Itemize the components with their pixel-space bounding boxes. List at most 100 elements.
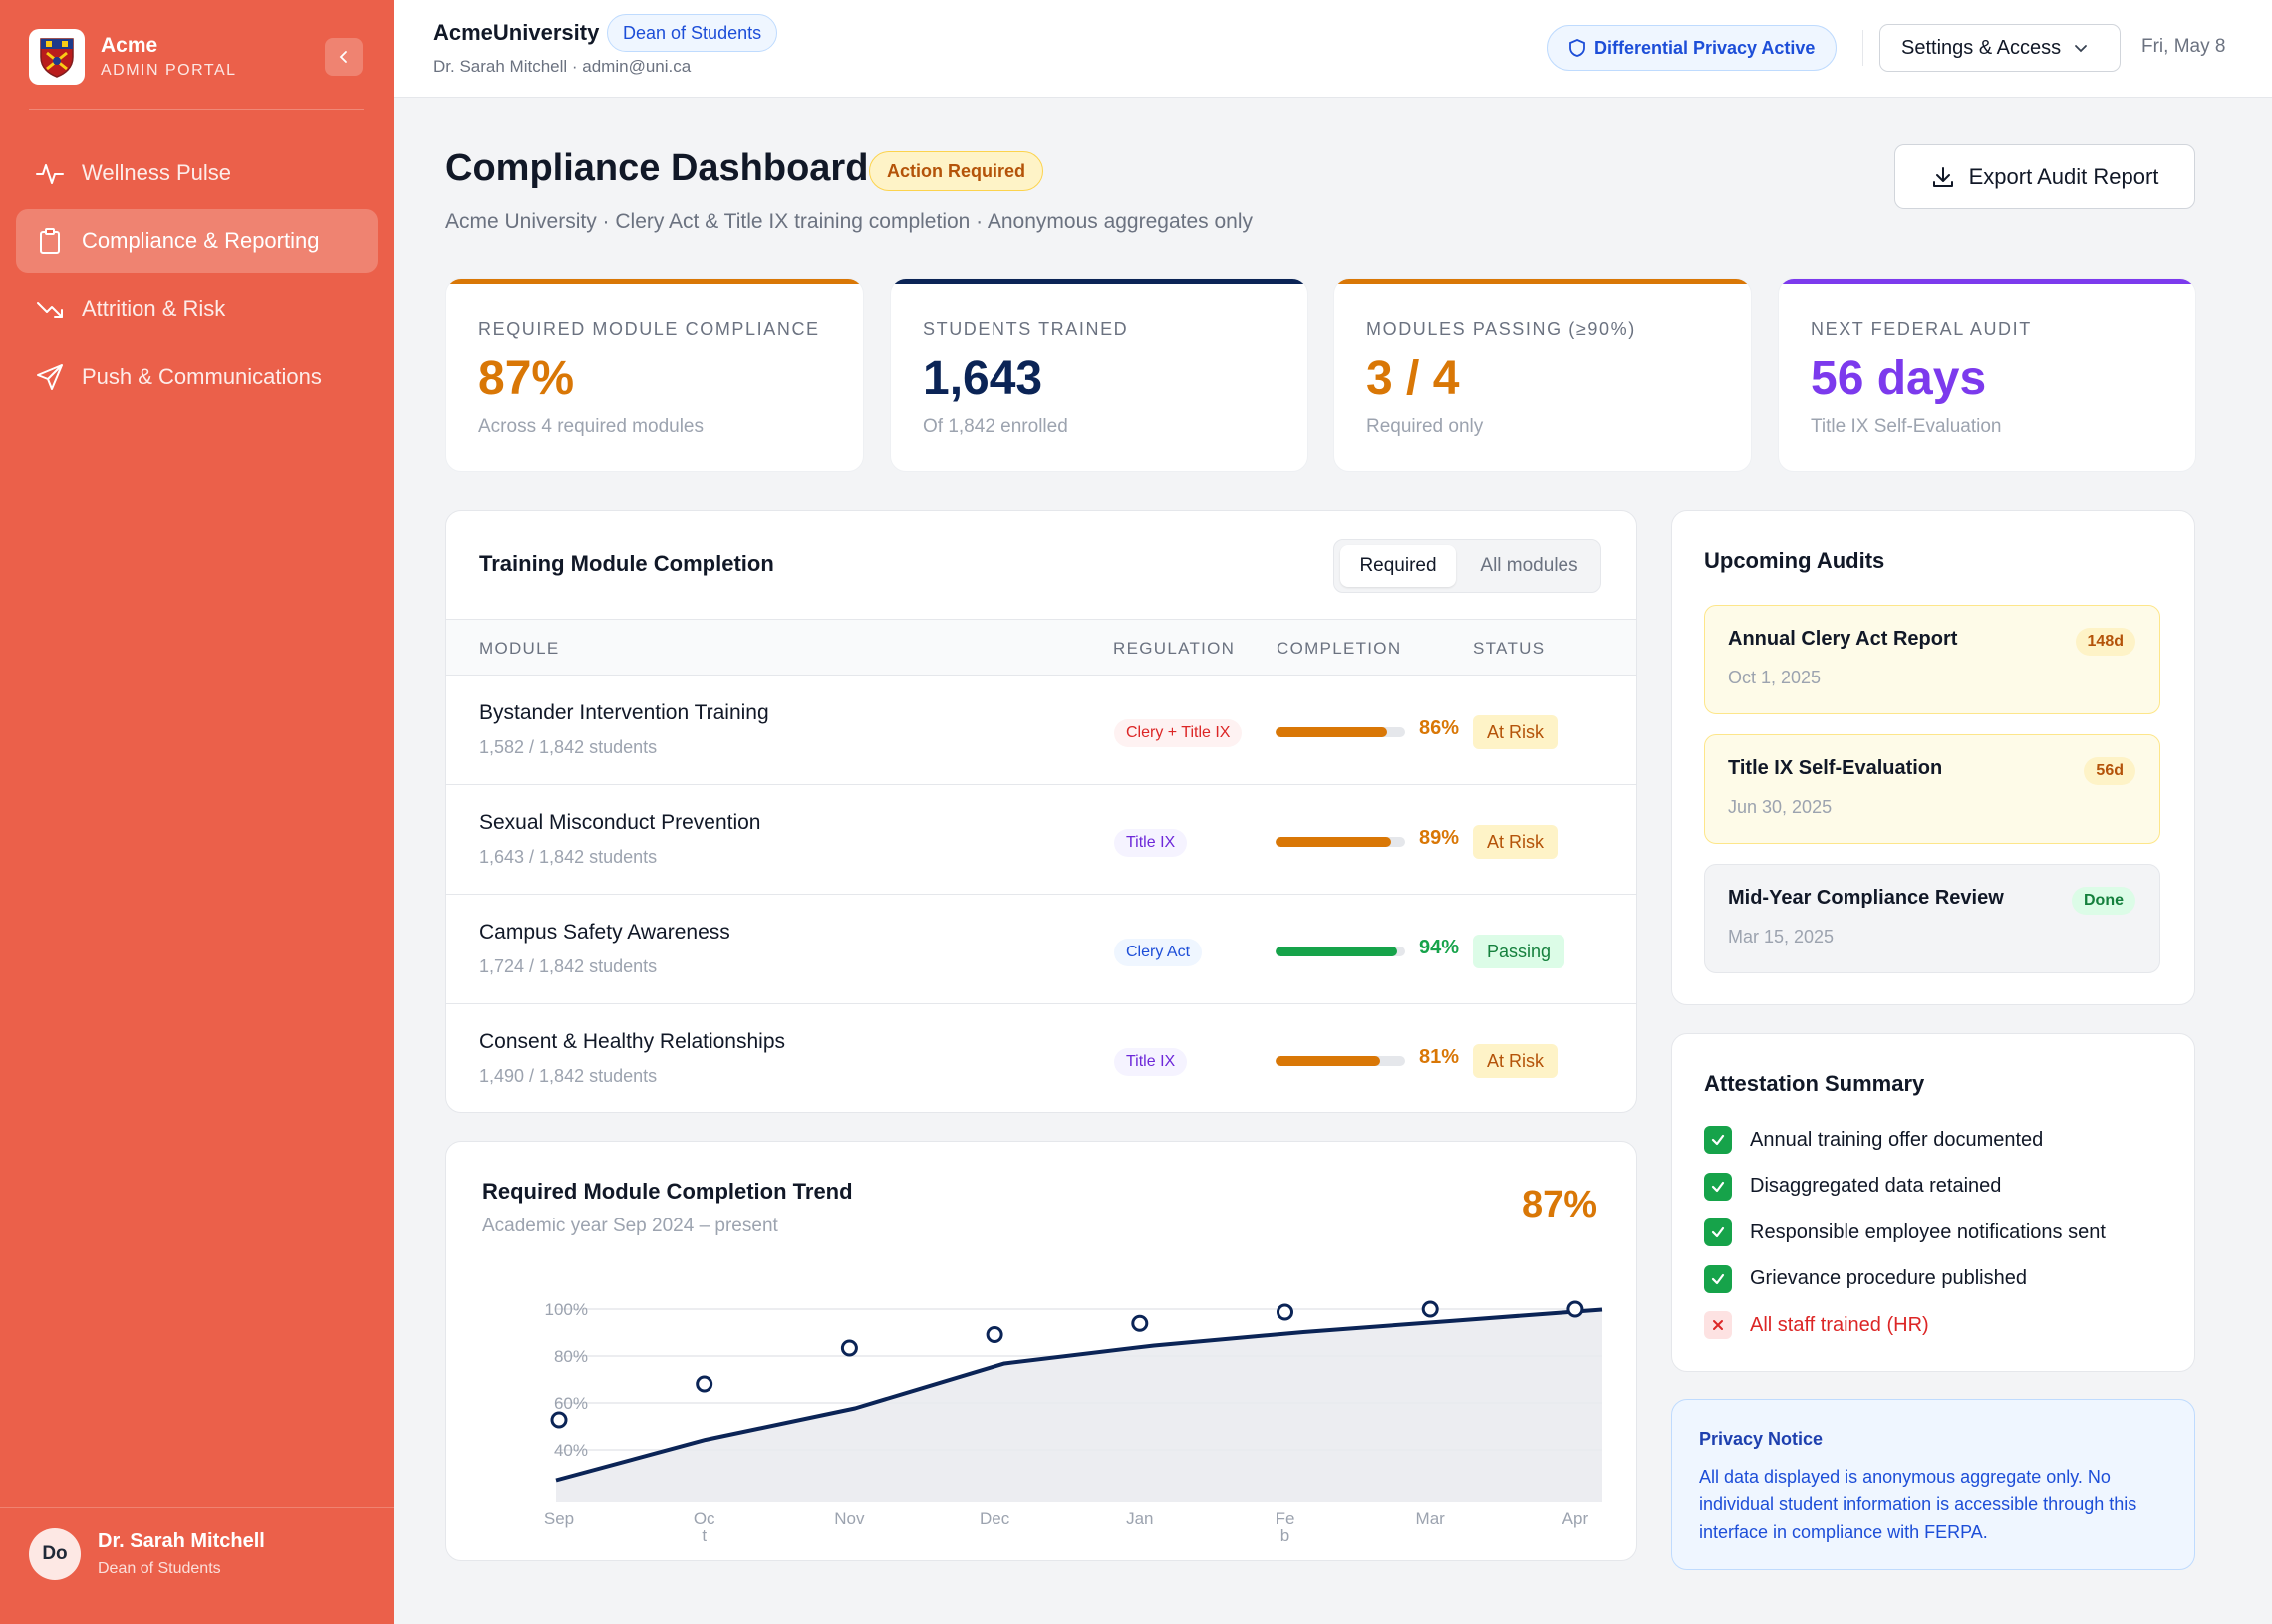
regulation-badge: Clery Act (1114, 939, 1203, 966)
module-name: Sexual Misconduct Prevention (479, 811, 761, 834)
kpi-subtext: Across 4 required modules (478, 416, 704, 437)
trending-down-icon (34, 293, 66, 325)
sidebar-user[interactable]: Do Dr. Sarah Mitchell Dean of Students (0, 1507, 394, 1624)
brand[interactable]: Acme ADMIN PORTAL (29, 29, 237, 85)
module-name: Campus Safety Awareness (479, 921, 730, 944)
area-fill (556, 1309, 1602, 1502)
sidebar-item-compliance-reporting[interactable]: Compliance & Reporting (16, 209, 378, 273)
table-row[interactable]: Sexual Misconduct Prevention 1,643 / 1,84… (446, 785, 1636, 895)
x-tick-label-part: b (1280, 1526, 1289, 1545)
kpi-accent-bar (1779, 279, 2195, 284)
status-badge: Passing (1473, 935, 1565, 968)
audit-days-badge: 56d (2084, 757, 2135, 785)
column-header-completion: COMPLETION (1277, 639, 1402, 658)
attestation-summary-card: Attestation Summary Annual training offe… (1671, 1033, 2195, 1372)
attestation-item: Disaggregated data retained (1704, 1172, 2001, 1202)
privacy-notice-body: All data displayed is anonymous aggregat… (1699, 1467, 2137, 1542)
data-point (1566, 1300, 1584, 1318)
card-title: Training Module Completion (479, 551, 774, 576)
check-icon (1704, 1264, 1732, 1293)
regulation-badge: Clery + Title IX (1114, 719, 1243, 747)
collapse-sidebar-button[interactable] (325, 38, 363, 76)
sidebar-item-attrition-risk[interactable]: Attrition & Risk (16, 277, 378, 341)
kpi-subtext: Title IX Self-Evaluation (1811, 416, 2002, 437)
kpi-accent-bar (891, 279, 1307, 284)
card-title: Required Module Completion Trend (482, 1179, 853, 1204)
x-tick-label-part: Sep (544, 1509, 574, 1528)
audit-item[interactable]: Mid-Year Compliance Review Mar 15, 2025 … (1704, 864, 2160, 973)
table-row[interactable]: Campus Safety Awareness 1,724 / 1,842 stu… (446, 895, 1636, 1004)
status-badge: At Risk (1473, 715, 1559, 749)
completion-progress-bar (1276, 1056, 1405, 1066)
toggle-required[interactable]: Required (1340, 545, 1456, 587)
kpi-value: 56 days (1811, 352, 1987, 405)
sidebar: Acme ADMIN PORTAL Wellness Pulse Complia… (0, 0, 394, 1624)
privacy-notice-title: Privacy Notice (1699, 1429, 1824, 1449)
user-email-line: Dr. Sarah Mitchell · admin@uni.ca (433, 57, 692, 76)
page-title: Compliance Dashboard (445, 147, 869, 189)
y-tick-label: 100% (545, 1300, 588, 1319)
kpi-label: STUDENTS TRAINED (923, 319, 1129, 339)
shield-icon (1569, 39, 1585, 57)
column-header-status: STATUS (1473, 639, 1546, 658)
table-row[interactable]: Consent & Healthy Relationships 1,490 / 1… (446, 1004, 1636, 1112)
data-point (840, 1339, 858, 1357)
university-crest-icon (29, 29, 85, 85)
sidebar-nav: Wellness Pulse Compliance & Reporting At… (16, 141, 378, 412)
trend-current-value: 87% (1522, 1184, 1598, 1225)
completion-trend-card: Required Module Completion Trend Academi… (445, 1141, 1637, 1561)
kpi-label: NEXT FEDERAL AUDIT (1811, 319, 2032, 339)
download-icon (1932, 166, 1953, 187)
kpi-value: 3 / 4 (1366, 352, 1460, 405)
avatar: Do (29, 1528, 81, 1580)
privacy-notice: Privacy Notice All data displayed is ano… (1671, 1399, 2195, 1570)
attestation-item: All staff trained (HR) (1704, 1310, 1929, 1340)
attestation-item: Responsible employee notifications sent (1704, 1218, 2106, 1247)
settings-access-dropdown[interactable]: Settings & Access (1879, 24, 2121, 72)
export-audit-report-button[interactable]: Export Audit Report (1894, 144, 2195, 209)
sidebar-item-label: Wellness Pulse (82, 160, 231, 185)
sidebar-item-label: Compliance & Reporting (82, 228, 320, 253)
attestation-label: All staff trained (HR) (1750, 1313, 1929, 1336)
kpi-label: MODULES PASSING (≥90%) (1366, 319, 1636, 339)
table-row[interactable]: Bystander Intervention Training 1,582 / 1… (446, 676, 1636, 785)
kpi-card-compliance: REQUIRED MODULE COMPLIANCE 87% Across 4 … (445, 278, 864, 472)
progress-fill (1276, 1056, 1381, 1066)
trend-chart: 100% 80% 60% 40% Sep Oc t Nov Dec Jan Fe b Mar Apr (544, 1300, 1603, 1545)
audit-date: Jun 30, 2025 (1728, 797, 1833, 817)
training-module-card: Training Module Completion Required All … (445, 510, 1637, 1113)
audit-item[interactable]: Annual Clery Act Report Oct 1, 2025 148d (1704, 605, 2160, 714)
kpi-value: 1,643 (923, 352, 1043, 405)
data-point (1131, 1314, 1149, 1332)
org-name: AcmeUniversity (433, 20, 600, 45)
check-icon (1704, 1172, 1732, 1201)
sidebar-item-wellness-pulse[interactable]: Wellness Pulse (16, 141, 378, 205)
kpi-accent-bar (446, 279, 863, 284)
toggle-all-modules[interactable]: All modules (1480, 555, 1578, 576)
x-tick-label-part: Apr (1562, 1509, 1589, 1528)
kpi-card-next-audit: NEXT FEDERAL AUDIT 56 days Title IX Self… (1778, 278, 2196, 472)
completion-percent: 81% (1419, 1046, 1460, 1068)
audit-item[interactable]: Title IX Self-Evaluation Jun 30, 2025 56… (1704, 734, 2160, 844)
x-tick-label: Jan (1126, 1509, 1153, 1528)
progress-fill (1276, 947, 1398, 956)
y-tick-label: 60% (554, 1394, 588, 1413)
brand-name: Acme (101, 34, 158, 57)
differential-privacy-badge[interactable]: Differential Privacy Active (1547, 25, 1838, 71)
module-student-count: 1,724 / 1,842 students (479, 956, 658, 976)
kpi-subtext: Of 1,842 enrolled (923, 416, 1068, 437)
x-tick-label: Nov (834, 1509, 865, 1528)
sidebar-item-push-communications[interactable]: Push & Communications (16, 345, 378, 408)
settings-label: Settings & Access (1901, 36, 2062, 59)
current-date: Fri, May 8 (2141, 36, 2226, 57)
card-title: Upcoming Audits (1704, 548, 1885, 573)
upcoming-audits-card: Upcoming Audits Annual Clery Act Report … (1671, 510, 2195, 1005)
column-header-module: MODULE (479, 639, 560, 658)
completion-percent: 94% (1419, 937, 1460, 958)
sidebar-item-label: Push & Communications (82, 364, 322, 389)
attestation-label: Annual training offer documented (1750, 1128, 2044, 1151)
completion-progress-bar (1276, 837, 1405, 847)
kpi-value: 87% (478, 352, 575, 405)
progress-fill (1276, 727, 1387, 737)
y-tick-label: 40% (554, 1441, 588, 1460)
